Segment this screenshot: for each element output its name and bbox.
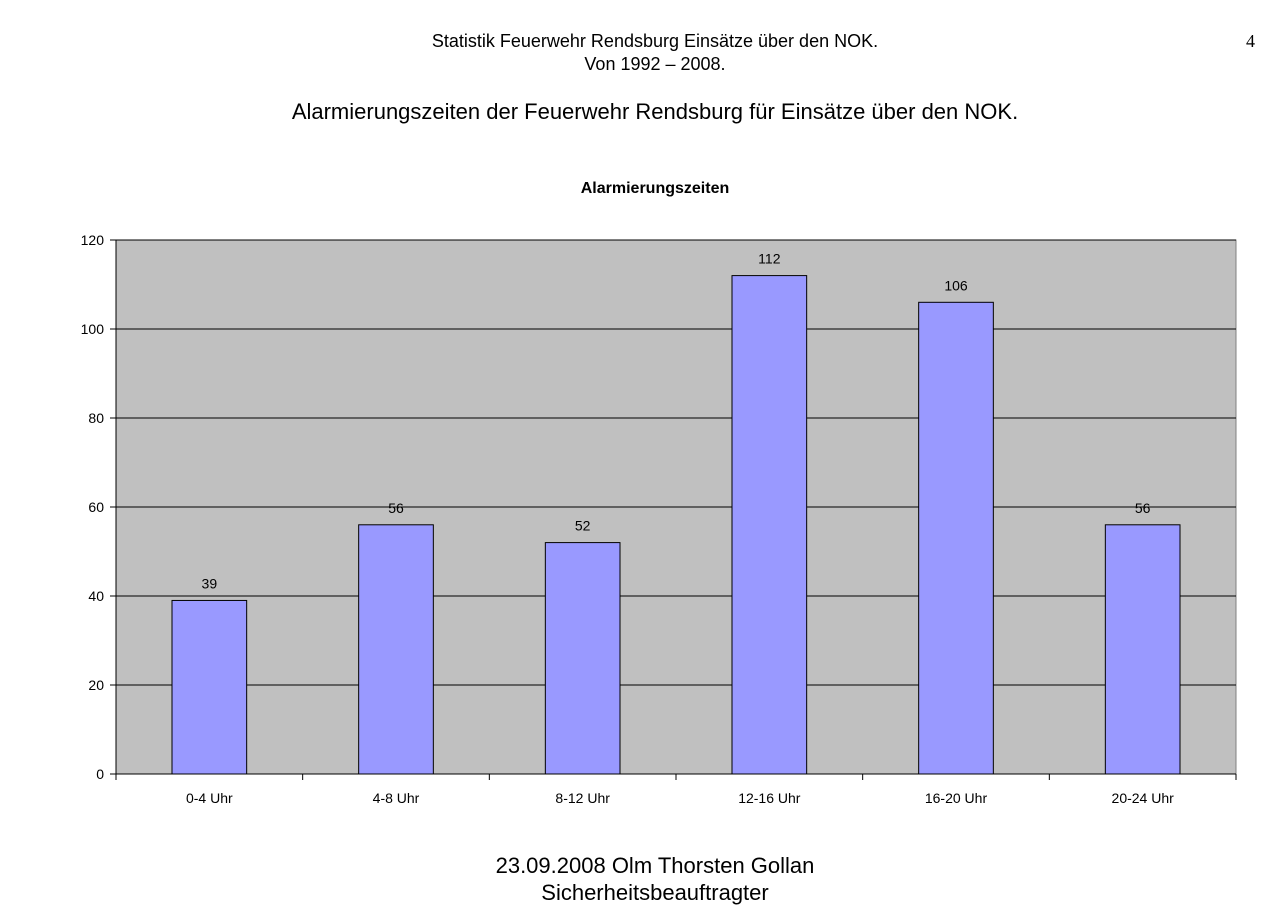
y-tick-label: 80 bbox=[88, 410, 104, 426]
data-label: 106 bbox=[944, 277, 968, 293]
data-label: 39 bbox=[202, 575, 218, 591]
x-tick-label: 4-8 Uhr bbox=[373, 790, 420, 806]
x-tick-label: 20-24 Uhr bbox=[1112, 790, 1175, 806]
page-number: 4 bbox=[1246, 31, 1255, 51]
bar bbox=[918, 301, 994, 775]
x-tick-label: 12-16 Uhr bbox=[738, 790, 801, 806]
page-heading: Alarmierungszeiten der Feuerwehr Rendsbu… bbox=[291, 99, 1019, 124]
bar bbox=[358, 524, 434, 775]
labels: 0 20 40 60 80 100 120 39 0-4 Uhr 56 4-8 Uhr 52 8-12 … bbox=[81, 232, 1174, 806]
footer-author: 23.09.2008 Olm Thorsten Gollan bbox=[495, 853, 815, 878]
y-tick-label: 100 bbox=[81, 321, 105, 337]
bar bbox=[1104, 524, 1181, 775]
y-tick-label: 120 bbox=[81, 232, 105, 248]
y-tick-label: 40 bbox=[88, 588, 104, 604]
bar bbox=[171, 599, 248, 775]
axes bbox=[110, 239, 1237, 780]
data-label: 56 bbox=[1135, 500, 1151, 516]
data-label: 52 bbox=[575, 518, 591, 534]
footer-role: Sicherheitsbeauftragter bbox=[541, 880, 769, 905]
y-tick-label: 20 bbox=[88, 677, 104, 693]
y-tick-label: 0 bbox=[96, 766, 104, 782]
y-tick-label: 60 bbox=[88, 499, 104, 515]
data-label: 56 bbox=[388, 500, 404, 516]
bars bbox=[171, 275, 1181, 775]
x-tick-label: 16-20 Uhr bbox=[925, 790, 988, 806]
chart-title: Alarmierungszeiten bbox=[581, 180, 729, 197]
bar bbox=[731, 275, 808, 775]
header-subtitle: Von 1992 – 2008. bbox=[584, 54, 726, 74]
data-label: 112 bbox=[758, 251, 781, 267]
gridlines bbox=[116, 239, 1236, 686]
header-title: Statistik Feuerwehr Rendsburg Einsätze ü… bbox=[431, 31, 879, 51]
x-tick-label: 0-4 Uhr bbox=[186, 790, 233, 806]
bar bbox=[544, 542, 621, 775]
x-tick-label: 8-12 Uhr bbox=[555, 790, 610, 806]
